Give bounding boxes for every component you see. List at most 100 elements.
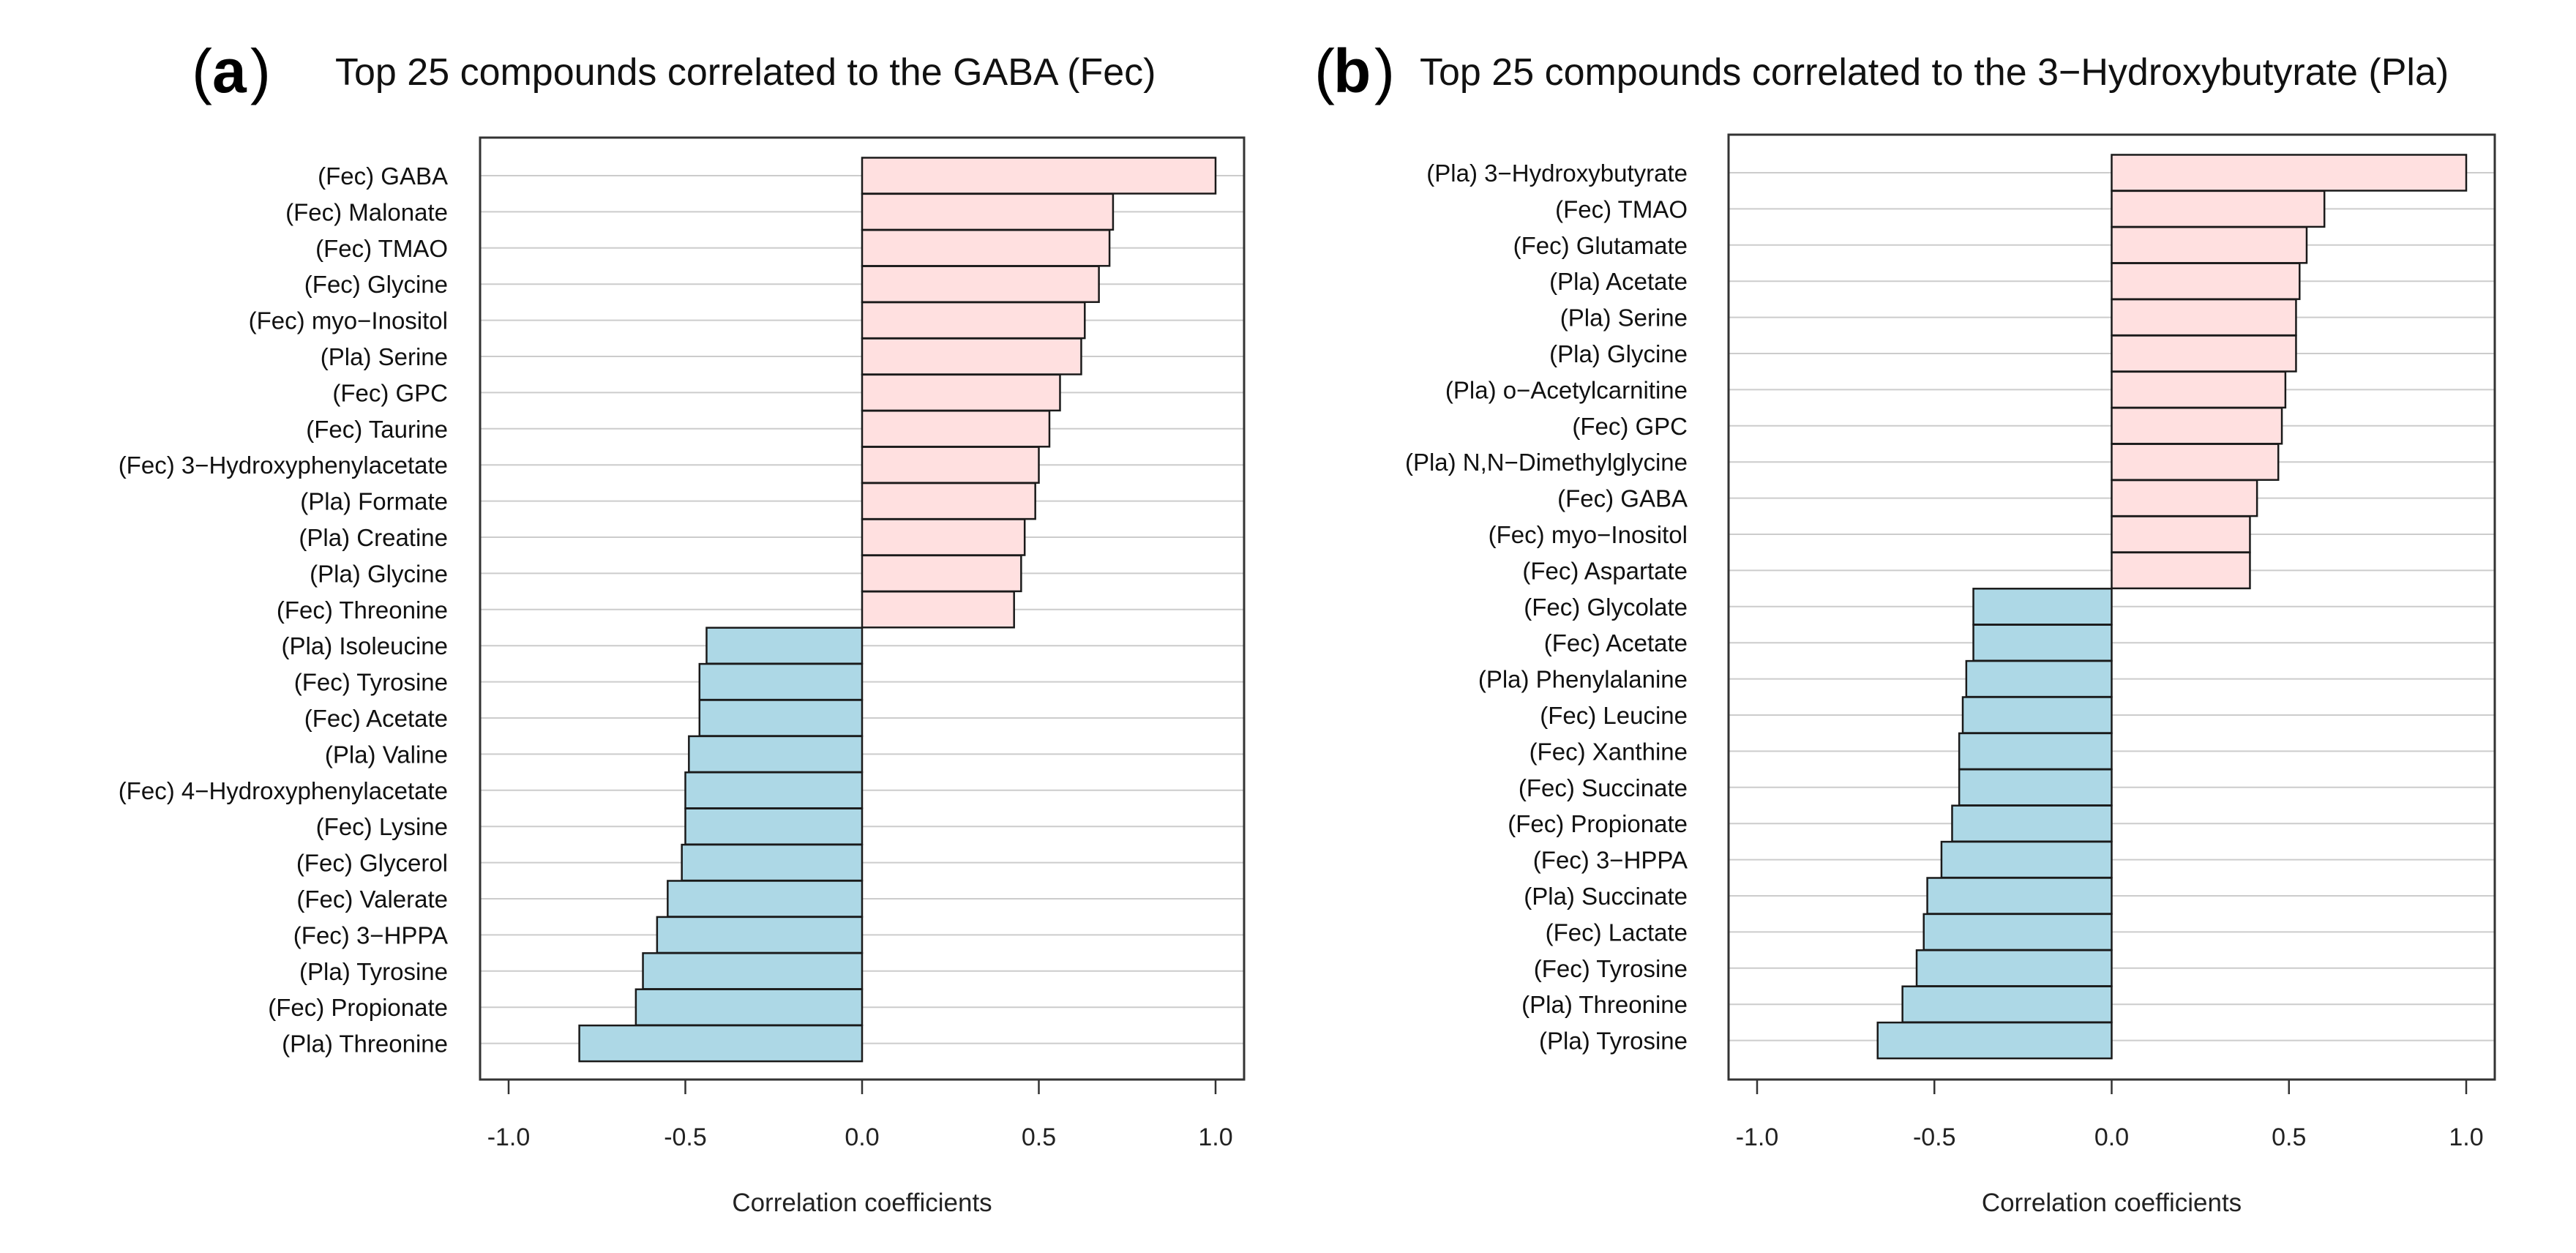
- panel-b-category-label: (Fec) GABA: [1557, 485, 1688, 512]
- panel-a-bar: [698, 699, 864, 737]
- panel-a-category-label: (Fec) Valerate: [296, 886, 448, 913]
- panel-b-chart: (Pla) 3−Hydroxybutyrate (Fec) TMAO (Fec) G…: [1405, 133, 2496, 1217]
- panel-b-x-tick-label: 0.0: [2094, 1123, 2129, 1151]
- panel-a-x-tick-label: -0.5: [664, 1123, 707, 1151]
- panel-b-bar: [2111, 443, 2280, 481]
- panel-a-x-axis-title: Correlation coefficients: [732, 1189, 992, 1217]
- panel-b-category-label: (Pla) Phenylalanine: [1478, 666, 1688, 693]
- panel-b-bar: [2111, 154, 2468, 192]
- panel-a-bar: [861, 265, 1100, 303]
- panel-a-bar: [705, 626, 864, 665]
- panel-a-category-label: (Fec) 4−Hydroxyphenylacetate: [119, 777, 448, 804]
- panel-b-category-label: (Pla) Glycine: [1549, 340, 1688, 367]
- panel-a-bar: [578, 1024, 864, 1063]
- panel-b-category-label: (Fec) Lactate: [1546, 919, 1688, 946]
- panel-b-category-label: (Fec) Succinate: [1519, 774, 1688, 801]
- panel-b-title: Top 25 compounds correlated to the 3−Hyd…: [1420, 51, 2449, 94]
- panel-b-bar: [2111, 298, 2297, 337]
- panel-b-x-ticks: -1.0 -0.5 0.0 0.5 1.0: [1736, 1080, 2484, 1151]
- panel-a-category-label: (Fec) Propionate: [268, 994, 448, 1021]
- panel-a-title: Top 25 compounds correlated to the GABA …: [335, 51, 1156, 94]
- panel-b-bar: [1926, 877, 2113, 915]
- panel-b-bar: [1940, 840, 2113, 879]
- panel-b-category-label: (Fec) Acetate: [1544, 629, 1688, 657]
- panel-a-bar: [861, 554, 1022, 593]
- panel-b-bar: [1958, 732, 2113, 771]
- panel-a-x-tick-label: -1.0: [487, 1123, 531, 1151]
- panel-a-category-label: (Fec) Taurine: [306, 416, 448, 443]
- panel-b-x-tick-label: 1.0: [2449, 1123, 2483, 1151]
- panel-a-bar: [861, 301, 1086, 340]
- panel-a-bar: [861, 337, 1082, 375]
- panel-b-bar: [1958, 768, 2113, 807]
- panel-a-category-label: (Fec) 3−HPPA: [293, 921, 448, 949]
- panel-a-category-label: (Fec) Glycine: [304, 271, 448, 298]
- panel-a-bar: [861, 482, 1036, 520]
- panel-b-category-label: (Fec) myo−Inositol: [1489, 521, 1688, 548]
- panel-a-category-label: (Pla) Serine: [321, 343, 448, 370]
- panel-a-category-label: (Fec) GABA: [318, 162, 448, 190]
- panel-a-category-label: (Pla) Creatine: [299, 524, 448, 551]
- panel-b-bar: [2111, 262, 2301, 300]
- panel-b-letter: b: [1333, 37, 1371, 105]
- panel-a-bar: [861, 446, 1040, 484]
- panel-a-category-label: (Pla) Isoleucine: [282, 632, 448, 659]
- panel-a-category-label: (Fec) Lysine: [316, 813, 448, 840]
- panel-b-bar: [1901, 985, 2113, 1023]
- panel-b-x-axis-title: Correlation coefficients: [1982, 1189, 2242, 1217]
- panel-a-bar: [656, 916, 864, 954]
- panel-a-category-label: (Fec) GPC: [332, 379, 448, 406]
- panel-b-category-label: (Fec) Xanthine: [1530, 738, 1688, 765]
- panel-b-category-label: (Fec) Aspartate: [1522, 557, 1688, 584]
- panel-b-category-label: (Fec) TMAO: [1555, 195, 1688, 222]
- panel-a-category-label: (Fec) TMAO: [315, 235, 448, 262]
- panel-b-bar: [1961, 696, 2113, 734]
- panel-b-category-label: (Pla) 3−Hydroxybutyrate: [1426, 160, 1688, 187]
- panel-b-bar: [2111, 370, 2287, 409]
- panel-a-category-label: (Fec) Tyrosine: [294, 669, 448, 696]
- panel-b-bar: [2111, 551, 2251, 590]
- panel-a-bar: [861, 591, 1015, 629]
- panel-b-category-labels: (Pla) 3−Hydroxybutyrate (Fec) TMAO (Fec) G…: [1405, 160, 1688, 1055]
- panel-a-bar: [688, 735, 864, 774]
- panel-b-category-label: (Fec) 3−HPPA: [1533, 847, 1688, 874]
- panel-b-bar: [1972, 588, 2113, 626]
- panel-a-category-label: (Fec) Threonine: [277, 596, 448, 624]
- panel-a-category-label: (Pla) Formate: [300, 488, 448, 515]
- panel-a-close-paren: ): [250, 37, 271, 105]
- panel-b-category-label: (Pla) o−Acetylcarnitine: [1445, 376, 1688, 403]
- panel-b-x-tick-label: -0.5: [1913, 1123, 1956, 1151]
- panel-b-bar: [2111, 479, 2258, 517]
- panel-a-bar: [861, 157, 1217, 195]
- panel-b-category-label: (Fec) GPC: [1572, 413, 1688, 440]
- panel-a-category-label: (Pla) Tyrosine: [299, 958, 448, 985]
- panel-b-bar: [1965, 659, 2113, 698]
- panel-b-category-label: (Fec) Glycolate: [1524, 594, 1688, 621]
- panel-b-category-label: (Fec) Tyrosine: [1534, 955, 1688, 982]
- panel-b-bar: [2111, 334, 2297, 373]
- panel-a-bar: [634, 988, 864, 1026]
- panel-b-category-label: (Pla) Succinate: [1524, 883, 1688, 910]
- panel-b-bar: [1951, 804, 2113, 842]
- panel-b-bar: [1972, 624, 2113, 662]
- panel-a-bar: [642, 952, 864, 990]
- panel-a-bar: [861, 518, 1026, 556]
- panel-a-open-paren: (: [192, 37, 212, 105]
- panel-a-header: ( a ) Top 25 compounds correlated to the…: [192, 37, 1156, 105]
- panel-a-bar: [667, 880, 864, 918]
- panel-b-header: ( b ) Top 25 compounds correlated to the…: [1314, 37, 2449, 105]
- panel-a-x-tick-label: 0.0: [845, 1123, 879, 1151]
- panel-b-category-label: (Pla) Serine: [1560, 304, 1688, 332]
- panel-a-bar: [861, 192, 1115, 231]
- panel-b-bar: [1876, 1021, 2113, 1060]
- panel-b-bar: [2111, 226, 2308, 264]
- panel-a-chart: (Fec) GABA (Fec) Malonate (Fec) TMAO (Fec) …: [119, 136, 1246, 1217]
- panel-b-category-label: (Fec) Glutamate: [1513, 232, 1688, 259]
- panel-a-bar: [698, 662, 864, 701]
- panel-a-category-label: (Fec) myo−Inositol: [249, 307, 448, 334]
- panel-a-category-label: (Pla) Valine: [325, 741, 448, 768]
- panel-b-bar: [1922, 913, 2113, 951]
- panel-b-bar: [2111, 190, 2326, 228]
- panel-a-bar: [861, 373, 1061, 412]
